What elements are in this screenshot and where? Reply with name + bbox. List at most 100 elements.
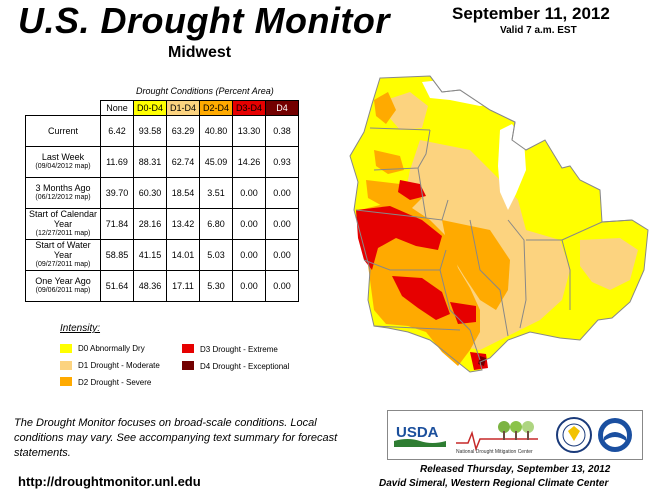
- col-header-d2-d4: D2-D4: [199, 100, 233, 116]
- table-cell: 14.26: [232, 146, 266, 178]
- lake-superior: [422, 78, 510, 106]
- ndmc-logo: National Drought Mitigation Center: [456, 421, 538, 455]
- partner-logos: USDA National Drought Mitigation Center: [387, 410, 643, 460]
- table-cell: 3.51: [199, 177, 233, 209]
- table-corner: [26, 101, 101, 116]
- table-cell: 28.16: [133, 208, 167, 240]
- table-cell: 0.38: [265, 115, 299, 147]
- table-cell: 58.85: [100, 239, 134, 271]
- row-label: Last Week (09/04/2012 map): [25, 146, 101, 178]
- table-cell: 51.64: [100, 270, 134, 302]
- d3-zone: [450, 302, 476, 324]
- legend-label: D3 Drought - Extreme: [200, 345, 278, 354]
- drought-conditions-table: None D0-D4 D1-D4 D2-D4 D3-D4 D4 Current 6…: [25, 100, 299, 302]
- state-border: [469, 219, 509, 337]
- release-date: Released Thursday, September 13, 2012: [420, 464, 611, 475]
- state-border: [439, 269, 481, 361]
- row-label-text: Start of Calendar Year: [28, 209, 98, 229]
- state-border: [355, 199, 449, 221]
- table-cell: 5.30: [199, 270, 233, 302]
- map-date: September 11, 2012: [452, 4, 610, 23]
- legend-label: D0 Abnormally Dry: [78, 344, 145, 353]
- d3-zone: [392, 276, 450, 320]
- d2-zone: [366, 180, 422, 210]
- d2-zone: [374, 92, 396, 124]
- state-border: [369, 127, 431, 131]
- col-header-d1-d4: D1-D4: [166, 100, 200, 116]
- state-border: [373, 129, 431, 171]
- table-header-row: None D0-D4 D1-D4 D2-D4 D3-D4 D4: [26, 100, 299, 116]
- valid-time: Valid 7 a.m. EST: [500, 25, 577, 36]
- commerce-seal-icon: [556, 417, 592, 453]
- table-cell: 6.42: [100, 115, 134, 147]
- table-row: Start of Water Year (09/27/2011 map) 58.85…: [25, 239, 299, 271]
- legend-swatch: [60, 377, 72, 386]
- legend-swatch: [182, 344, 194, 353]
- row-label-text: 3 Months Ago: [35, 183, 91, 193]
- col-header-d4: D4: [265, 100, 299, 116]
- table-row: Current 6.42 93.58 63.29 40.80 13.30 0.38: [25, 115, 299, 147]
- state-border: [363, 249, 447, 271]
- table-cell: 13.30: [232, 115, 266, 147]
- disclaimer-text: The Drought Monitor focuses on broad-sca…: [14, 417, 338, 459]
- drought-map: [349, 75, 649, 373]
- table-cell: 48.36: [133, 270, 167, 302]
- region-outline: [349, 75, 649, 373]
- table-cell: 18.54: [166, 177, 200, 209]
- table-row: Start of Calendar Year (12/27/2011 map) 71…: [25, 208, 299, 240]
- state-border: [507, 219, 527, 329]
- table-cell: 88.31: [133, 146, 167, 178]
- state-border: [373, 325, 461, 331]
- legend-label: D2 Drought - Severe: [78, 378, 152, 387]
- row-label: 3 Months Ago (06/12/2012 map): [25, 177, 101, 209]
- table-cell: 60.30: [133, 177, 167, 209]
- table-cell: 0.00: [232, 177, 266, 209]
- d3-zone: [356, 206, 442, 270]
- row-label: Start of Water Year (09/27/2011 map): [25, 239, 101, 271]
- table-cell: 71.84: [100, 208, 134, 240]
- table-cell: 93.58: [133, 115, 167, 147]
- legend-swatch: [60, 361, 72, 370]
- col-header-none: None: [100, 100, 134, 116]
- table-cell: 0.00: [265, 208, 299, 240]
- col-header-d3-d4: D3-D4: [232, 100, 266, 116]
- table-cell: 0.00: [232, 208, 266, 240]
- table-cell: 63.29: [166, 115, 200, 147]
- table-caption: Drought Conditions (Percent Area): [136, 86, 274, 96]
- legend-swatch: [182, 361, 194, 370]
- table-cell: 14.01: [166, 239, 200, 271]
- d1-zone: [580, 238, 638, 290]
- table-cell: 6.80: [199, 208, 233, 240]
- noaa-logo-icon: [598, 418, 632, 452]
- state-border: [526, 239, 571, 310]
- row-label: One Year Ago (09/06/2011 map): [25, 270, 101, 302]
- table-cell: 0.00: [265, 270, 299, 302]
- table-cell: 40.80: [199, 115, 233, 147]
- page-title: U.S. Drought Monitor: [18, 0, 390, 41]
- website-link[interactable]: http://droughtmonitor.unl.edu: [18, 474, 201, 489]
- legend-label: D4 Drought - Exceptional: [200, 362, 290, 371]
- table-cell: 0.93: [265, 146, 299, 178]
- col-header-d0-d4: D0-D4: [133, 100, 167, 116]
- row-label-date: (09/04/2012 map): [35, 163, 91, 170]
- row-label-date: (09/27/2011 map): [35, 261, 91, 268]
- legend-swatch: [60, 344, 72, 353]
- row-label-date: (09/06/2011 map): [35, 287, 91, 294]
- d2-zone: [442, 220, 510, 310]
- legend-title: Intensity:: [60, 323, 101, 334]
- table-row: One Year Ago (09/06/2011 map) 51.64 48.36 17…: [25, 270, 299, 302]
- row-label-date: (12/27/2011 map): [35, 230, 91, 237]
- d1-zone: [386, 92, 428, 130]
- table-row: 3 Months Ago (06/12/2012 map) 39.70 60.30 18…: [25, 177, 299, 209]
- table-cell: 11.69: [100, 146, 134, 178]
- usda-logo-text: USDA: [396, 424, 439, 441]
- row-label-text: Start of Water Year: [35, 240, 91, 260]
- table-cell: 0.00: [265, 239, 299, 271]
- d3-zone: [398, 180, 426, 200]
- table-cell: 41.15: [133, 239, 167, 271]
- row-label-date: (06/12/2012 map): [35, 194, 91, 201]
- row-label: Start of Calendar Year (12/27/2011 map): [25, 208, 101, 240]
- table-cell: 17.11: [166, 270, 200, 302]
- table-cell: 13.42: [166, 208, 200, 240]
- row-label-text: One Year Ago: [35, 276, 91, 286]
